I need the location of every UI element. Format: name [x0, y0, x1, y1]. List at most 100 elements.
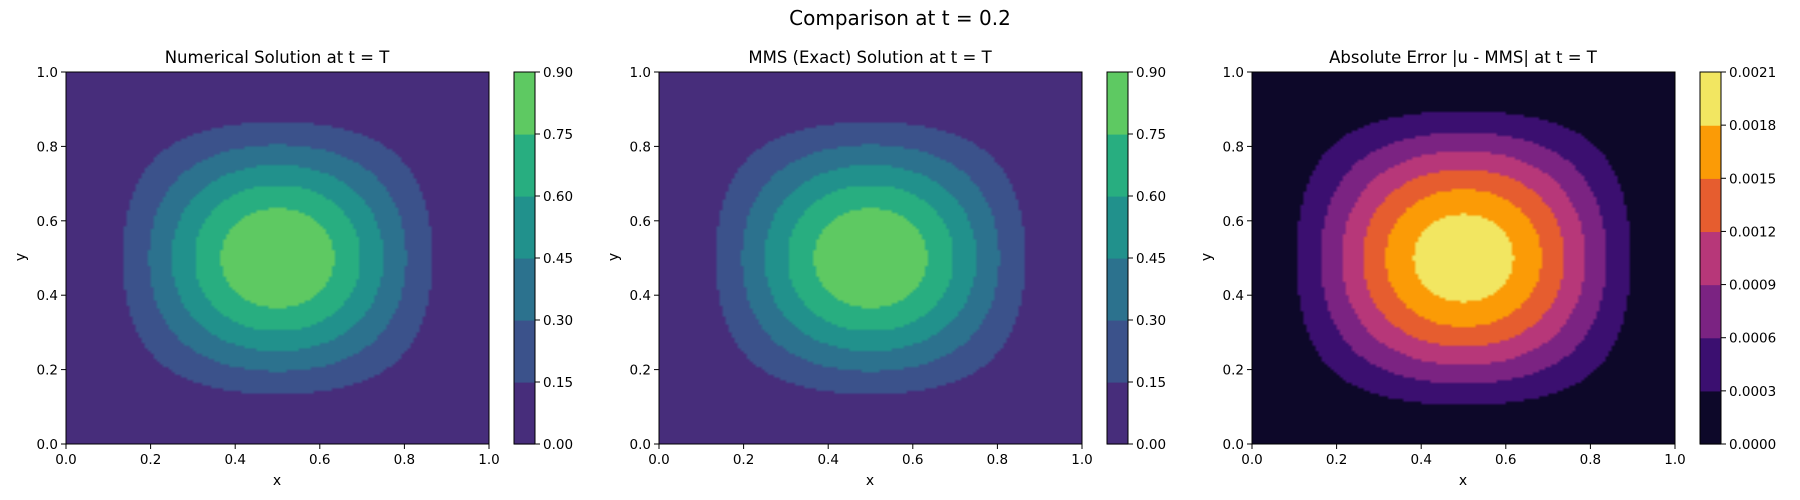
- x-tick-label: 0.2: [733, 452, 754, 468]
- colorbar-tick-label: 0.60: [543, 189, 573, 205]
- x-axis-label: x: [1459, 473, 1467, 489]
- x-tick-label: 0.0: [1241, 452, 1262, 468]
- colorbar-tick-label: 0.60: [1136, 189, 1166, 205]
- y-tick-label: 0.8: [37, 139, 58, 155]
- y-tick-label: 1.0: [630, 65, 651, 81]
- contour-plot: [658, 71, 1083, 445]
- x-tick-label: 0.6: [309, 452, 330, 468]
- y-axis-ticks: 0.0 0.2 0.4 0.6 0.8 1.0: [1223, 65, 1252, 453]
- colorbar-tick-label: 0.30: [543, 313, 573, 329]
- colorbar-band: [1700, 284, 1721, 339]
- y-tick-label: 0.2: [37, 363, 58, 379]
- y-tick-label: 0.6: [37, 214, 58, 230]
- y-axis-label: y: [606, 253, 622, 261]
- y-axis-ticks: 0.0 0.2 0.4 0.6 0.8 1.0: [37, 65, 66, 453]
- colorbar-band: [514, 72, 535, 135]
- x-tick-label: 0.2: [140, 452, 161, 468]
- plot-frame: [65, 71, 490, 445]
- colorbar: 0.00 0.15 0.30 0.45 0.60 0.75 0.90: [1106, 65, 1166, 453]
- contour-fill: [1252, 72, 1675, 444]
- colorbar-tick-label: 0.90: [543, 65, 573, 81]
- y-tick-label: 0.6: [630, 214, 651, 230]
- plot-frame: [1251, 71, 1676, 445]
- colorbar-tick-label: 0.00: [543, 437, 573, 453]
- x-tick-label: 0.8: [1580, 452, 1601, 468]
- x-axis-ticks: 0.0 0.2 0.4 0.6 0.8 1.0: [648, 444, 1093, 468]
- x-axis-ticks: 0.0 0.2 0.4 0.6 0.8 1.0: [1241, 444, 1686, 468]
- panel-mms-exact-solution: MMS (Exact) Solution at t = T 0.0 0.2 0.4 0…: [606, 48, 1166, 489]
- colorbar-band: [1107, 320, 1128, 383]
- y-tick-label: 0.0: [630, 437, 651, 453]
- colorbar-tick-label: 0.45: [1136, 251, 1166, 267]
- contour-plot: [1251, 71, 1676, 445]
- colorbar-band: [1700, 178, 1721, 233]
- x-tick-label: 0.6: [902, 452, 923, 468]
- y-tick-label: 0.8: [1223, 139, 1244, 155]
- colorbar-tick-label: 0.0015: [1729, 171, 1776, 187]
- colorbar-tick-label: 0.15: [543, 375, 573, 391]
- colorbar: 0.00 0.15 0.30 0.45 0.60 0.75 0.90: [513, 65, 573, 453]
- colorbar-tick-label: 0.00: [1136, 437, 1166, 453]
- colorbar-tick-label: 0.0012: [1729, 224, 1776, 240]
- colorbar-tick-label: 0.0006: [1729, 331, 1776, 347]
- colorbar-tick-label: 0.0021: [1729, 65, 1776, 81]
- panel-title: Absolute Error |u - MMS| at t = T: [1329, 48, 1598, 67]
- y-axis-label: y: [1199, 253, 1215, 261]
- y-tick-label: 0.2: [630, 363, 651, 379]
- y-tick-label: 0.4: [1223, 288, 1244, 304]
- y-tick-label: 0.8: [630, 139, 651, 155]
- y-tick-label: 0.0: [1223, 437, 1244, 453]
- panel-numerical-solution: Numerical Solution at t = T 0.0 0.2 0.4 0.6…: [13, 48, 573, 489]
- colorbar-band: [1700, 72, 1721, 126]
- y-axis-label: y: [13, 253, 29, 261]
- x-axis-ticks: 0.0 0.2 0.4 0.6 0.8 1.0: [55, 444, 500, 468]
- x-tick-label: 0.8: [394, 452, 415, 468]
- x-axis-label: x: [273, 473, 281, 489]
- x-tick-label: 0.4: [817, 452, 838, 468]
- x-tick-label: 0.4: [224, 452, 245, 468]
- colorbar-band: [1700, 337, 1721, 392]
- colorbar-tick-label: 0.0000: [1729, 437, 1776, 453]
- x-tick-label: 0.0: [55, 452, 76, 468]
- colorbar-band: [1700, 231, 1721, 286]
- y-tick-label: 1.0: [1223, 65, 1244, 81]
- colorbar: 0.0000 0.0003 0.0006 0.0009 0.0012 0.0015 0.00…: [1699, 65, 1776, 453]
- x-tick-label: 0.4: [1410, 452, 1431, 468]
- colorbar-band: [1107, 258, 1128, 321]
- colorbar-band: [514, 382, 535, 445]
- colorbar-band: [1107, 382, 1128, 445]
- colorbar-tick-label: 0.30: [1136, 313, 1166, 329]
- colorbar-band: [514, 258, 535, 321]
- y-tick-label: 0.0: [37, 437, 58, 453]
- panel-title: Numerical Solution at t = T: [165, 48, 390, 67]
- x-tick-label: 0.0: [648, 452, 669, 468]
- colorbar-band: [1107, 196, 1128, 259]
- colorbar-band: [1107, 134, 1128, 197]
- x-tick-label: 0.6: [1495, 452, 1516, 468]
- colorbar-band: [514, 196, 535, 259]
- plot-frame: [658, 71, 1083, 445]
- y-tick-label: 0.4: [630, 288, 651, 304]
- colorbar-tick-label: 0.15: [1136, 375, 1166, 391]
- colorbar-band: [1700, 125, 1721, 179]
- colorbar-tick-label: 0.0018: [1729, 118, 1776, 134]
- x-axis-label: x: [866, 473, 874, 489]
- y-tick-label: 0.6: [1223, 214, 1244, 230]
- x-tick-label: 1.0: [1071, 452, 1092, 468]
- colorbar-tick-label: 0.75: [1136, 127, 1166, 143]
- y-tick-label: 0.2: [1223, 363, 1244, 379]
- colorbar-band: [514, 134, 535, 197]
- contour-fill: [659, 72, 1082, 444]
- colorbar-frame: [1699, 71, 1722, 445]
- x-tick-label: 0.8: [987, 452, 1008, 468]
- colorbar-tick-label: 0.45: [543, 251, 573, 267]
- colorbar-band: [514, 320, 535, 383]
- colorbar-tick-label: 0.75: [543, 127, 573, 143]
- x-tick-label: 1.0: [1664, 452, 1685, 468]
- y-tick-label: 1.0: [37, 65, 58, 81]
- x-tick-label: 0.2: [1326, 452, 1347, 468]
- x-tick-label: 1.0: [478, 452, 499, 468]
- colorbar-band: [1107, 72, 1128, 135]
- colorbar-tick-label: 0.0003: [1729, 384, 1776, 400]
